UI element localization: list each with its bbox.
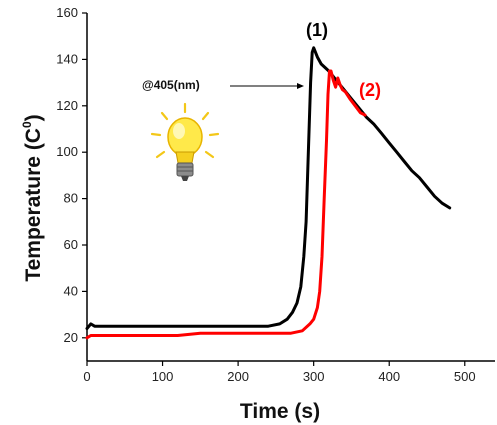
series-1-line (85, 46, 452, 330)
x-axis-title: Time (s) (240, 400, 320, 423)
y-tick-label: 140 (56, 51, 78, 66)
y-tick-label: 80 (64, 191, 78, 206)
x-tick-label: 200 (227, 369, 249, 384)
x-tick-label: 400 (378, 369, 400, 384)
y-tick-label: 40 (64, 283, 78, 298)
series-layer (85, 46, 452, 340)
x-tick-label: 500 (454, 369, 476, 384)
y-ticks: 20 40 60 80 100 120 140 160 (56, 5, 87, 345)
series-1-label: (1) (306, 20, 328, 40)
x-tick-label: 100 (152, 369, 174, 384)
x-tick-label: 0 (83, 369, 90, 384)
series-2-label: (2) (359, 80, 381, 100)
y-tick-label: 100 (56, 144, 78, 159)
y-tick-label: 160 (56, 5, 78, 20)
x-ticks: 0 100 200 300 400 500 (83, 361, 476, 384)
annotation-label: @405(nm) (142, 78, 200, 92)
series-2-line (85, 69, 367, 340)
y-axis-title: Temperature (C0) (20, 114, 45, 281)
axes: 0 100 200 300 400 500 20 40 60 80 100 120 140 160 (56, 5, 495, 384)
annotation-arrowhead (297, 83, 304, 89)
x-tick-label: 300 (303, 369, 325, 384)
y-axis-title-superscript: 0 (20, 121, 34, 128)
light-bulb-icon (150, 102, 220, 181)
y-tick-label: 120 (56, 98, 78, 113)
y-tick-label: 60 (64, 237, 78, 252)
y-tick-label: 20 (64, 330, 78, 345)
